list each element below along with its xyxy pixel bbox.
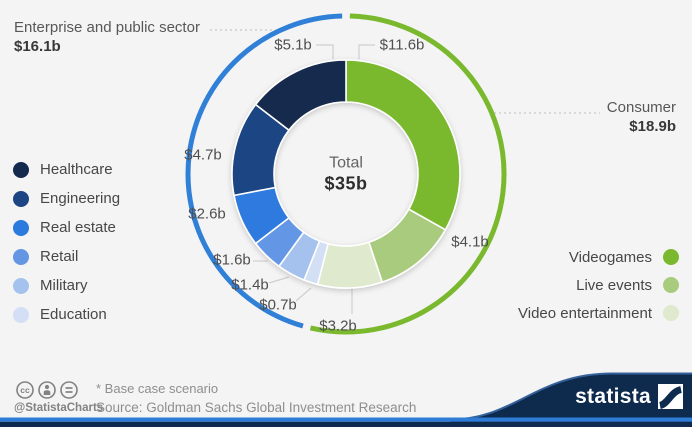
- legend-label-retail: Retail: [40, 248, 79, 265]
- legend-label-videogames: Videogames: [568, 248, 652, 266]
- legend-consumer: Videogames Live events Video entertainme…: [518, 243, 679, 327]
- value-label-retail: $1.6b: [213, 251, 251, 269]
- legend-item-retail: Retail: [13, 242, 120, 271]
- legend-label-military: Military: [40, 277, 88, 294]
- footer-navy-strip: [0, 421, 692, 427]
- leader-line-11-6b: [358, 44, 375, 59]
- legend-item-education: Education: [13, 300, 120, 329]
- cc-equals-icon: [60, 381, 78, 399]
- live-events-swatch-icon: [663, 277, 679, 293]
- legend-label-video-entertainment: Video entertainment: [518, 304, 652, 322]
- legend-label-live-events: Live events: [576, 276, 652, 294]
- enterprise-group-name: Enterprise and public sector: [14, 19, 200, 36]
- leader-line-1-4b: [268, 276, 290, 284]
- donut-segment-videogames: [345, 59, 461, 231]
- value-label-video-entertainment: $3.2b: [319, 317, 357, 335]
- consumer-group-value: $18.9b: [629, 118, 676, 135]
- source-line: Source: Goldman Sachs Global Investment …: [96, 400, 417, 415]
- statista-wordmark: statista: [575, 385, 651, 408]
- legend-item-video-entertainment: Video entertainment: [518, 299, 679, 327]
- legend-item-real-estate: Real estate: [13, 213, 120, 242]
- footer-wave: [0, 372, 692, 427]
- legend-label-education: Education: [40, 306, 107, 323]
- enterprise-group-value: $16.1b: [14, 38, 61, 55]
- education-swatch-icon: [13, 306, 29, 323]
- healthcare-swatch-icon: [13, 161, 29, 178]
- military-swatch-icon: [13, 277, 29, 294]
- donut-chart: [185, 13, 600, 335]
- donut-segments: [231, 59, 461, 289]
- legend-item-military: Military: [13, 271, 120, 300]
- statista-logo-icon: [658, 384, 683, 409]
- consumer-group-title: Consumer $18.9b: [607, 98, 676, 136]
- legend-item-engineering: Engineering: [13, 184, 120, 213]
- statista-charts-credit[interactable]: @StatistaCharts: [14, 402, 104, 414]
- value-label-live-events: $4.1b: [451, 233, 489, 251]
- value-label-education: $0.7b: [259, 296, 297, 314]
- leader-line-5-1b: [316, 44, 334, 59]
- enterprise-group-title: Enterprise and public sector $16.1b: [14, 18, 200, 56]
- legend-item-videogames: Videogames: [518, 243, 679, 271]
- engineering-swatch-icon: [13, 190, 29, 207]
- footnote: * Base case scenario: [96, 381, 219, 396]
- group-arc-enterprise-and-public-sector: [185, 13, 343, 329]
- videogames-swatch-icon: [663, 249, 679, 265]
- legend-label-engineering: Engineering: [40, 190, 121, 207]
- cc-by-person-icon: [38, 381, 56, 399]
- statista-brand[interactable]: statista: [575, 384, 683, 409]
- retail-swatch-icon: [13, 248, 29, 265]
- leader-line-0-7b: [295, 287, 312, 302]
- svg-text:cc: cc: [20, 385, 30, 395]
- legend-item-live-events: Live events: [518, 271, 679, 299]
- consumer-group-name: Consumer: [606, 99, 676, 116]
- footer-blue-strip: [0, 417, 692, 422]
- cc-license-icons[interactable]: cc: [15, 380, 93, 400]
- value-label-military: $1.4b: [231, 276, 269, 294]
- footer-wave-shape: [450, 373, 692, 427]
- group-arcs: [185, 13, 507, 335]
- value-label-real-estate: $2.6b: [188, 205, 226, 223]
- value-label-healthcare: $5.1b: [274, 36, 312, 54]
- legend-item-healthcare: Healthcare: [13, 155, 120, 184]
- total-value: $35b: [324, 173, 368, 194]
- legend-label-real-estate: Real estate: [40, 219, 116, 236]
- donut-segment-healthcare: [254, 59, 347, 132]
- footer-wave-highlight: [449, 372, 692, 421]
- group-arc-consumer: [309, 13, 507, 335]
- legend-enterprise: Healthcare Engineering Real estate Retai…: [13, 155, 120, 329]
- legend-label-healthcare: Healthcare: [40, 161, 113, 178]
- cc-icon: cc: [16, 381, 34, 399]
- real-estate-swatch-icon: [13, 219, 29, 236]
- value-label-videogames: $11.6b: [379, 36, 425, 54]
- total-label: Total: [329, 154, 363, 172]
- value-label-engineering: $4.7b: [184, 146, 222, 164]
- donut-center-total: Total $35b: [324, 154, 367, 195]
- video-entertainment-swatch-icon: [663, 305, 679, 321]
